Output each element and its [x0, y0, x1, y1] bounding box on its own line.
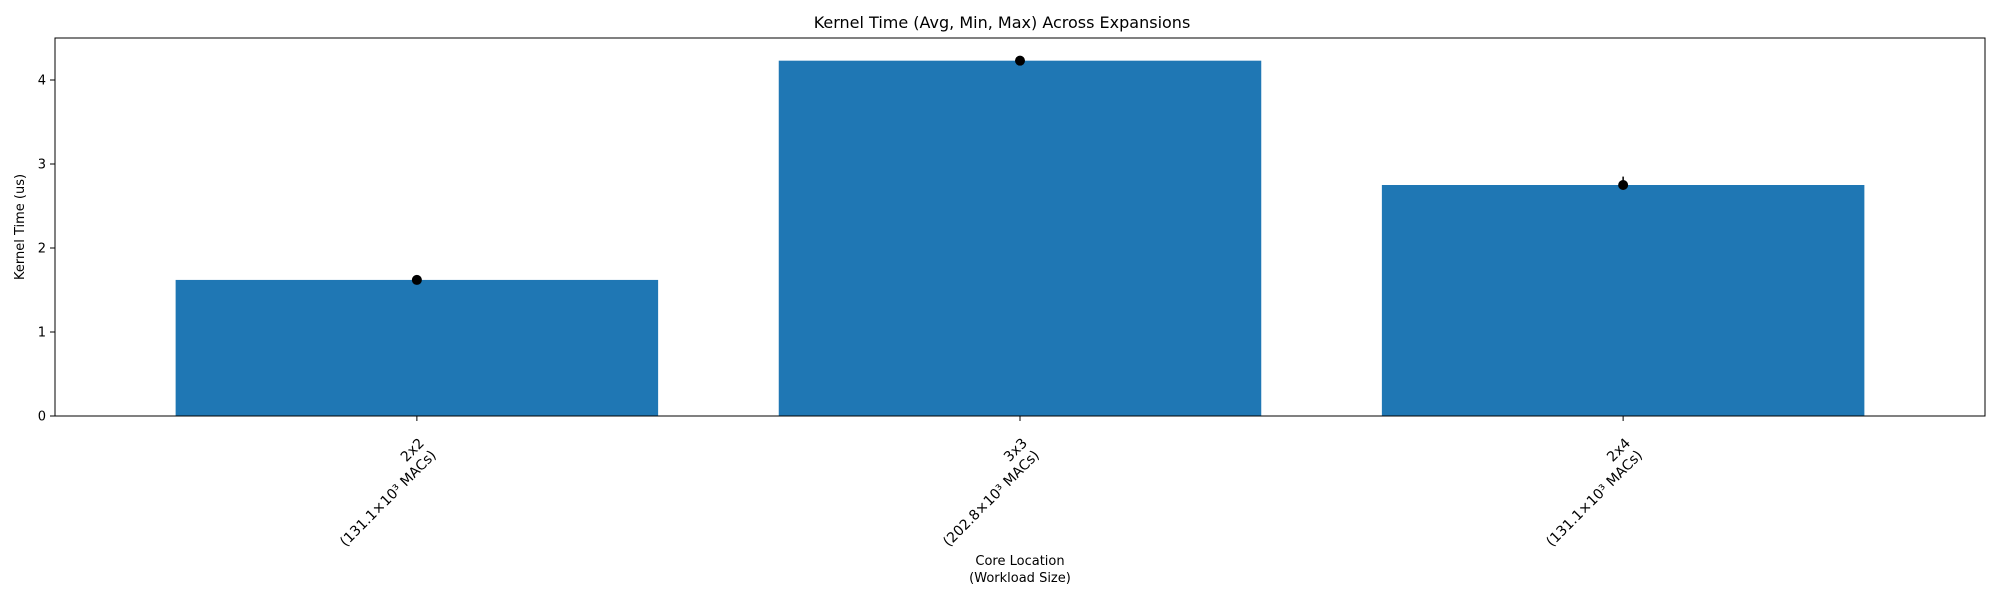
- bars-group: [175, 60, 1865, 417]
- y-tick-label: 0: [38, 410, 46, 425]
- x-axis-label-line1: Core Location: [975, 554, 1064, 569]
- y-tick-label: 1: [38, 326, 46, 341]
- x-axis-label-line2: (Workload Size): [969, 571, 1071, 586]
- bar: [778, 60, 1262, 417]
- bar: [1381, 185, 1865, 416]
- errorbars-group: [411, 55, 1629, 285]
- avg-marker: [1015, 55, 1025, 66]
- avg-marker: [411, 274, 422, 285]
- bar: [175, 279, 659, 416]
- y-axis-label: Kernel Time (us): [13, 174, 28, 280]
- x-tick-label-line2: (131.1×10³ MACs): [337, 448, 440, 551]
- x-tick-label: 3x3(202.8×10³ MACs): [928, 436, 1043, 551]
- y-tick-label: 2: [38, 242, 46, 257]
- avg-marker: [1618, 180, 1629, 190]
- x-axis: 2x2(131.1×10³ MACs) 3x3(202.8×10³ MACs) 2x…: [325, 416, 1646, 551]
- x-tick-label-line2: (131.1×10³ MACs): [1543, 448, 1646, 551]
- x-tick-label: 2x4(131.1×10³ MACs): [1531, 435, 1646, 550]
- y-tick-label: 3: [38, 158, 46, 173]
- x-tick-label: 2x2(131.1×10³ MACs): [325, 436, 440, 551]
- x-tick-label-line2: (202.8×10³ MACs): [940, 448, 1043, 551]
- chart-title: Kernel Time (Avg, Min, Max) Across Expan…: [814, 13, 1191, 32]
- y-tick-label: 4: [38, 74, 46, 89]
- y-axis: 0 1 2 3 4: [38, 74, 55, 425]
